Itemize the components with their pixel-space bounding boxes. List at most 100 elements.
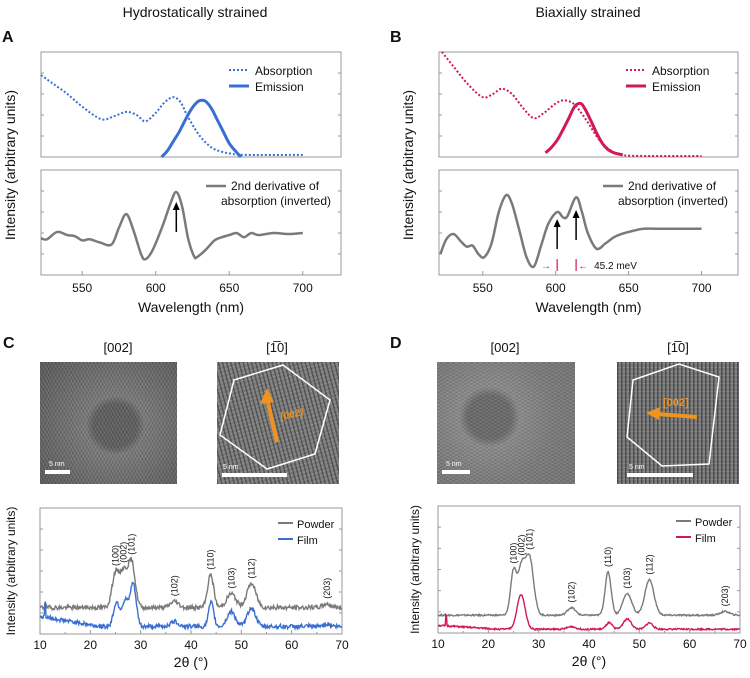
- scale-bar: [222, 473, 287, 477]
- x-tick-label: 20: [84, 638, 98, 652]
- peak-label: (100): [509, 543, 519, 564]
- x-tick-label: 550: [72, 281, 92, 295]
- peak-label: (101): [525, 529, 535, 550]
- x-tick-label: 650: [219, 281, 239, 295]
- x-tick-label: 70: [733, 637, 747, 651]
- powder-xrd-curve: [437, 553, 741, 618]
- splitting-annotation: 45.2 meV: [594, 261, 637, 272]
- peak-label: (112): [644, 554, 654, 574]
- peak-label: (002): [517, 535, 527, 556]
- second-derivative-curve: [439, 193, 702, 269]
- heading-hydrostatic: Hydrostatically strained: [123, 4, 268, 20]
- arrow-up-icon: [172, 202, 180, 210]
- legend-powder-label: Powder: [297, 519, 335, 531]
- legend-absorption-label: Absorption: [652, 64, 709, 78]
- second-derivative-plot-frame: [438, 169, 739, 276]
- scale-bar: [442, 470, 470, 474]
- x-tick-label: 40: [184, 638, 198, 652]
- peak-label: (103): [226, 568, 236, 589]
- legend-emission-label: Emission: [652, 80, 701, 94]
- y-axis-label: Intensity (arbitrary units): [408, 505, 422, 634]
- absorption-emission-plot-frame: [438, 51, 739, 158]
- peak-label: (110): [206, 549, 216, 569]
- direction-arrow: [656, 412, 698, 419]
- panel-label-b: B: [390, 29, 402, 46]
- scale-bar: [627, 473, 693, 477]
- direction-arrow: [265, 397, 279, 443]
- legend-film-label: Film: [297, 535, 318, 547]
- peak-label: (002): [119, 542, 129, 563]
- legend-film-label: Film: [695, 533, 716, 545]
- scale-bar-label: 5 nm: [223, 464, 239, 471]
- x-tick-label: 700: [293, 281, 313, 295]
- tem-image-c-002: 5 nm: [40, 362, 177, 484]
- emission-curve: [544, 101, 624, 157]
- x-tick-label: 650: [619, 281, 639, 295]
- legend-emission-label: Emission: [255, 80, 304, 94]
- legend-derivative-label-line1: 2nd derivative of: [628, 179, 717, 193]
- tem-c-right-title: [1̅0]: [266, 340, 288, 355]
- tem-c-left-title: [002]: [104, 340, 133, 355]
- hexagon-outline: [002]: [626, 363, 720, 467]
- scale-bar: [45, 470, 70, 474]
- x-tick-label: 700: [692, 281, 712, 295]
- second-derivative-curve: [40, 190, 303, 261]
- y-axis-label: Intensity (arbitrary units): [4, 507, 18, 636]
- scale-bar-label: 5 nm: [446, 461, 462, 468]
- arrow-head-icon: [646, 407, 660, 420]
- panel-label-c: C: [3, 335, 15, 352]
- hexagon-outline: [002]: [219, 364, 331, 470]
- x-tick-label: 30: [134, 638, 148, 652]
- x-tick-label: 30: [532, 637, 546, 651]
- x-tick-label: 600: [146, 281, 166, 295]
- legend-derivative-label-line1: 2nd derivative of: [231, 179, 320, 193]
- x-axis-label: Wavelength (nm): [535, 299, 641, 315]
- peak-label: (102): [169, 575, 179, 596]
- arrow-head-icon: [260, 388, 274, 404]
- scale-bar-label: 5 nm: [629, 464, 645, 471]
- panel-label-d: D: [390, 335, 402, 352]
- arrow-left-icon: ←: [578, 261, 588, 272]
- x-axis-label: 2θ (°): [572, 653, 606, 669]
- direction-label: [002]: [663, 397, 689, 409]
- arrow-right-icon: →: [541, 261, 551, 272]
- legend-derivative-label-line2: absorption (inverted): [618, 194, 728, 208]
- film-xrd-curve: [437, 594, 740, 632]
- peak-label: (100): [111, 545, 121, 566]
- absorption-curve: [40, 74, 303, 156]
- x-tick-label: 60: [285, 638, 299, 652]
- x-tick-label: 20: [482, 637, 496, 651]
- peak-label: (110): [603, 547, 613, 567]
- heading-biaxial: Biaxially strained: [535, 4, 640, 20]
- y-axis-label: Intensity (arbitrary units): [400, 90, 416, 240]
- peak-label: (102): [566, 582, 576, 603]
- peak-label: (103): [622, 568, 632, 589]
- film-xrd-curve: [39, 581, 343, 631]
- peak-label: (101): [127, 534, 137, 555]
- legend-derivative-label-line2: absorption (inverted): [221, 194, 331, 208]
- tem-image-d-1-10: [002] 5 nm: [617, 362, 739, 484]
- tem-image-c-1-10: [002] 5 nm: [217, 362, 339, 484]
- x-tick-label: 70: [335, 638, 349, 652]
- x-tick-label: 600: [546, 281, 566, 295]
- peak-label: (203): [720, 585, 730, 606]
- x-tick-label: 50: [633, 637, 647, 651]
- tem-d-right-title: [1̅0]: [667, 340, 689, 355]
- legend-powder-label: Powder: [695, 517, 733, 529]
- direction-label: [002]: [278, 407, 305, 423]
- second-derivative-plot-frame: [40, 169, 342, 276]
- legend-absorption-label: Absorption: [255, 64, 312, 78]
- x-tick-label: 10: [33, 638, 47, 652]
- x-tick-label: 550: [473, 281, 493, 295]
- x-tick-label: 40: [582, 637, 596, 651]
- absorption-emission-plot-frame: [40, 51, 342, 158]
- x-tick-label: 60: [683, 637, 697, 651]
- scale-bar-label: 5 nm: [49, 461, 65, 468]
- powder-xrd-curve: [39, 557, 343, 613]
- peak-label: (203): [322, 578, 332, 599]
- x-axis-label: 2θ (°): [174, 654, 208, 670]
- y-axis-label: Intensity (arbitrary units): [2, 90, 18, 240]
- peak-label: (112): [246, 558, 256, 578]
- arrow-up-icon: [572, 210, 580, 218]
